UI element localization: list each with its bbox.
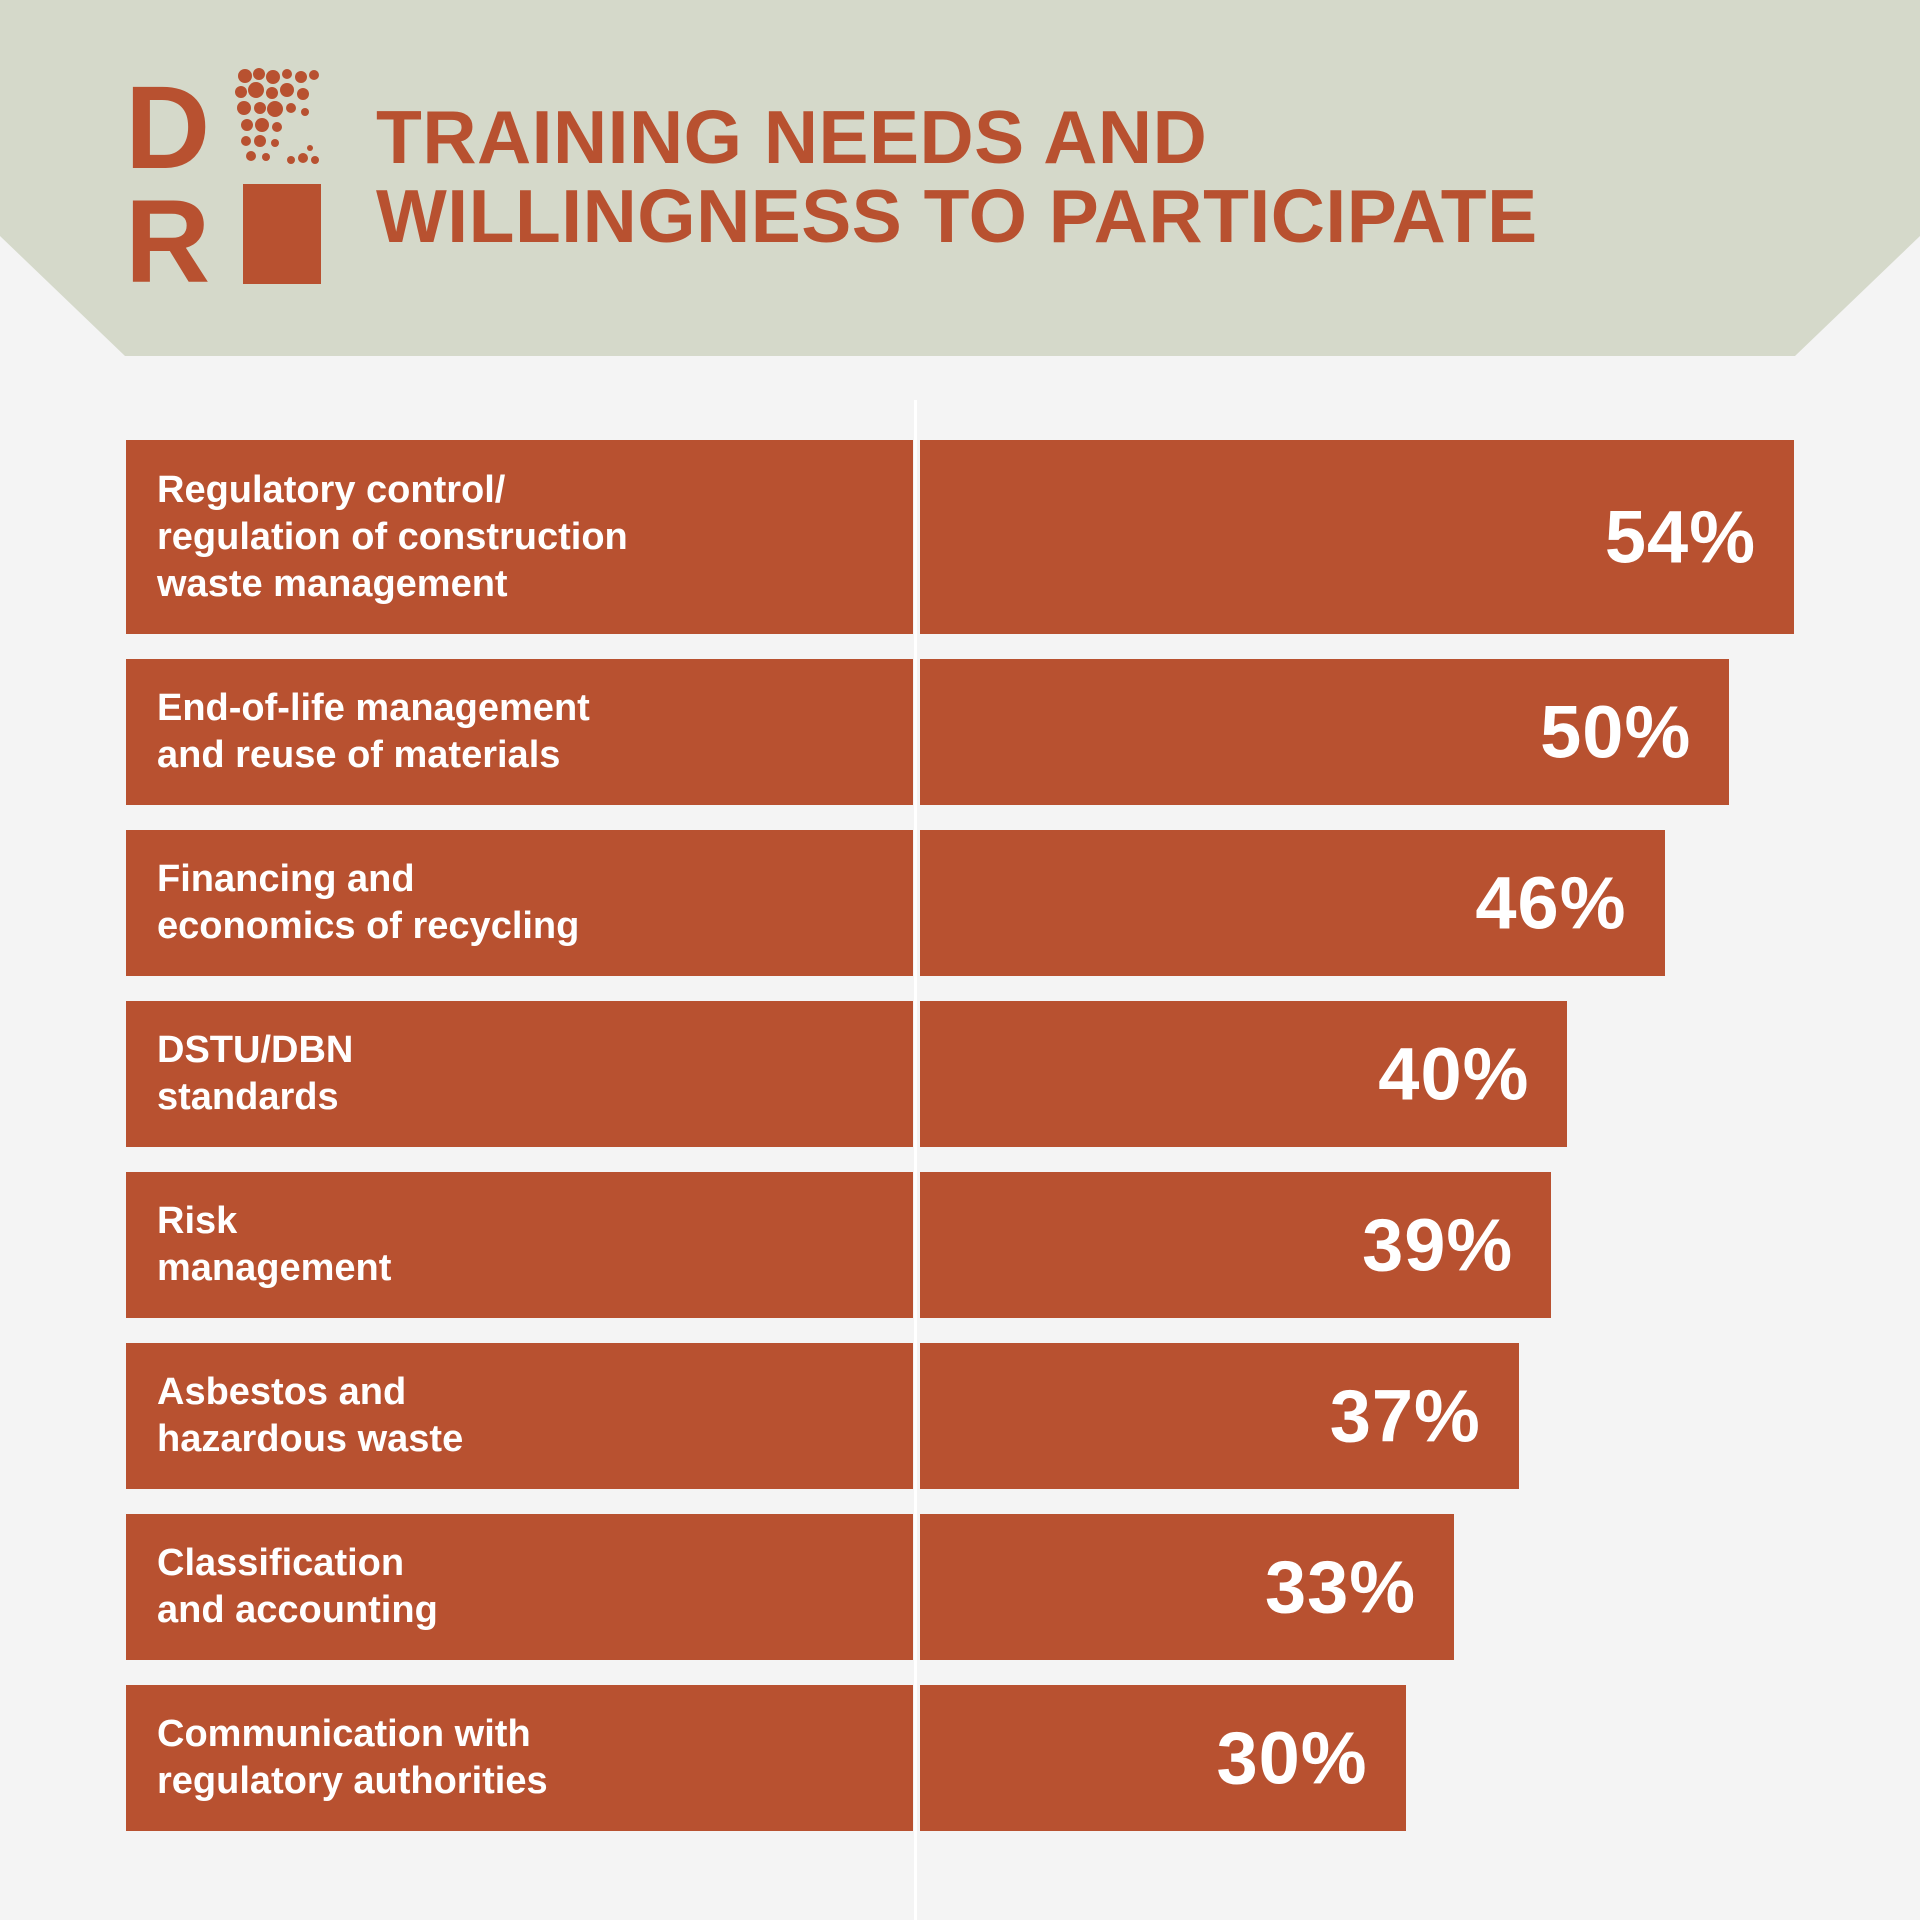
category-label: DSTU/DBN standards (157, 1029, 354, 1118)
bar: 33% (920, 1514, 1455, 1660)
bar: 50% (920, 659, 1730, 805)
category-label-box: Asbestos and hazardous waste (126, 1343, 913, 1489)
bar: 54% (920, 440, 1794, 634)
logo-letter-d: D (125, 68, 210, 194)
bar-row: Asbestos and hazardous waste 37% (0, 1343, 1920, 1489)
bar-row: End-of-life management and reuse of mate… (0, 659, 1920, 805)
category-label-box: Classification and accounting (126, 1514, 913, 1660)
category-label: Risk management (157, 1200, 392, 1289)
data-label: 30% (1216, 1716, 1368, 1800)
bar: 30% (920, 1685, 1406, 1831)
bar-row: Communication with regulatory authoritie… (0, 1685, 1920, 1831)
data-label: 40% (1378, 1032, 1530, 1116)
data-label: 33% (1265, 1545, 1417, 1629)
title-line-2: WILLINGNESS TO PARTICIPATE (376, 174, 1538, 258)
category-label-box: Risk management (126, 1172, 913, 1318)
bar-row: Risk management 39% (0, 1172, 1920, 1318)
page-title: TRAINING NEEDS AND WILLINGNESS TO PARTIC… (376, 98, 1538, 256)
data-label: 39% (1362, 1203, 1514, 1287)
category-label: Financing and economics of recycling (157, 858, 580, 947)
bar: 39% (920, 1172, 1552, 1318)
bar-row: Regulatory control/ regulation of constr… (0, 440, 1920, 634)
category-label: End-of-life management and reuse of mate… (157, 687, 590, 776)
category-label: Communication with regulatory authoritie… (157, 1713, 548, 1802)
header-band (0, 0, 1920, 356)
dr-logo-icon: D R (125, 68, 321, 284)
data-label: 54% (1604, 495, 1756, 579)
category-label: Regulatory control/ regulation of constr… (157, 468, 628, 605)
title-line-1: TRAINING NEEDS AND (376, 95, 1208, 179)
category-label: Classification and accounting (157, 1542, 438, 1631)
data-label: 37% (1329, 1374, 1481, 1458)
bar: 37% (920, 1343, 1519, 1489)
data-label: 50% (1540, 690, 1692, 774)
logo-square (243, 184, 321, 284)
bar: 40% (920, 1001, 1568, 1147)
category-label: Asbestos and hazardous waste (157, 1371, 464, 1460)
bar-row: Financing and economics of recycling 46% (0, 830, 1920, 976)
bar: 46% (920, 830, 1665, 976)
category-label-box: Communication with regulatory authoritie… (126, 1685, 913, 1831)
bar-row: DSTU/DBN standards 40% (0, 1001, 1920, 1147)
data-label: 46% (1475, 861, 1627, 945)
category-label-box: DSTU/DBN standards (126, 1001, 913, 1147)
rubble-pattern (235, 68, 319, 164)
category-label-box: End-of-life management and reuse of mate… (126, 659, 913, 805)
logo-letter-r: R (125, 176, 210, 284)
category-label-box: Regulatory control/ regulation of constr… (126, 440, 913, 634)
axis-divider (914, 400, 917, 1920)
category-label-box: Financing and economics of recycling (126, 830, 913, 976)
bar-row: Classification and accounting 33% (0, 1514, 1920, 1660)
